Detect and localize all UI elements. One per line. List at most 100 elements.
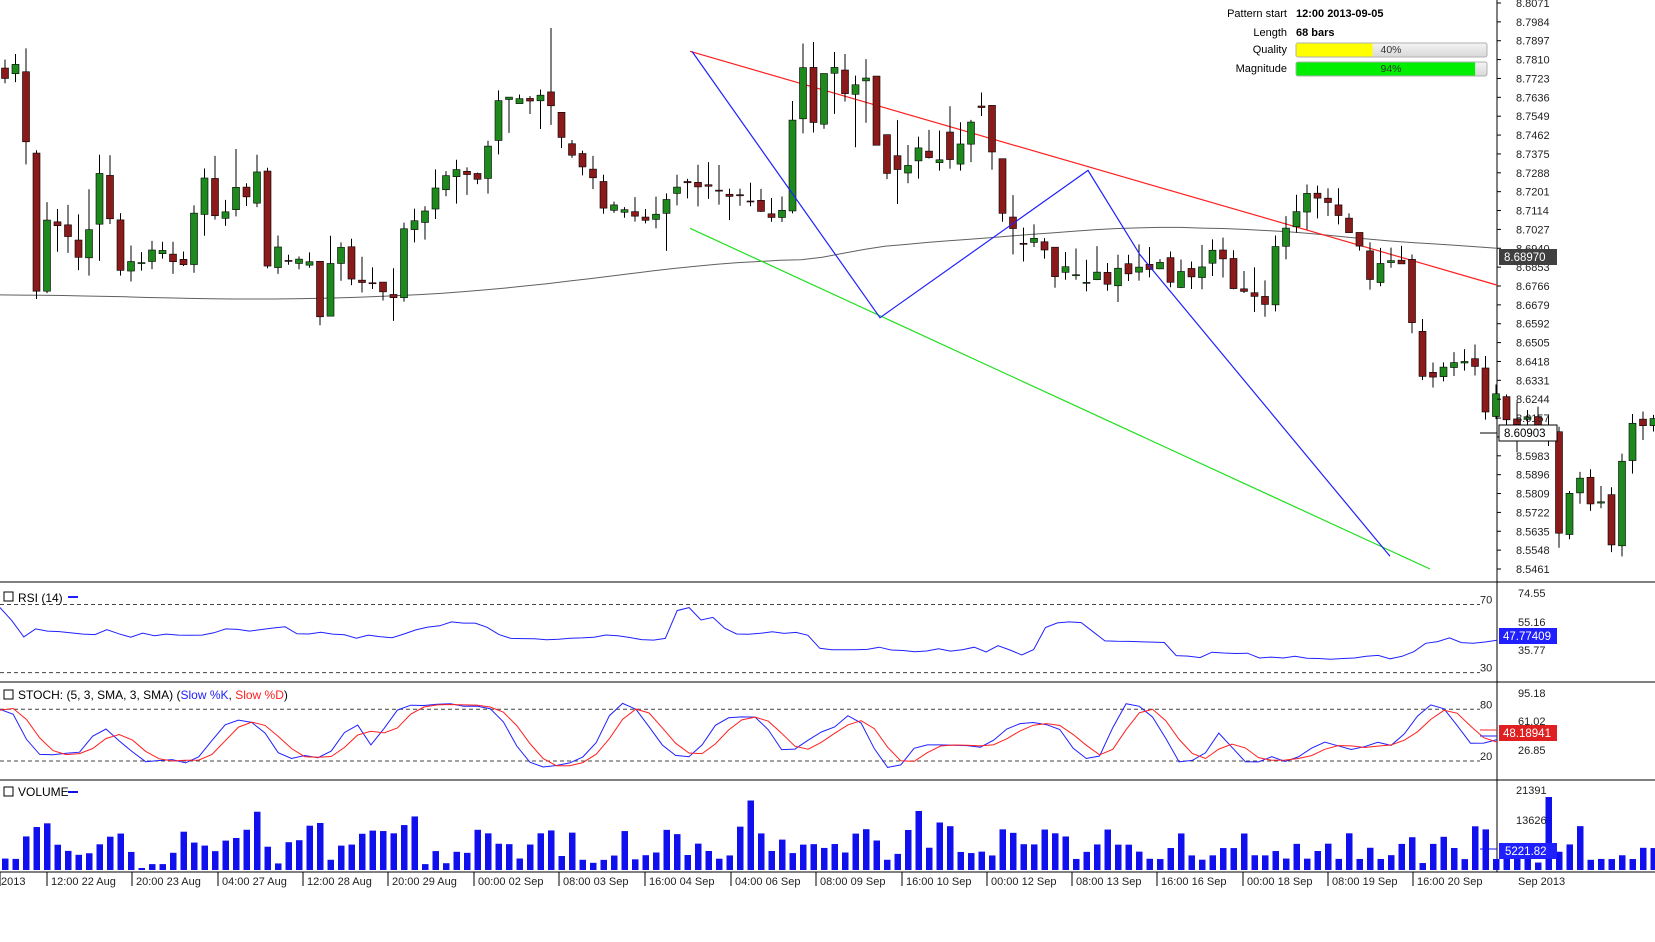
volume-bar bbox=[412, 816, 419, 870]
candle-up bbox=[432, 188, 439, 209]
time-tick-label: 12:00 22 Aug bbox=[51, 876, 116, 888]
volume-bar bbox=[1199, 860, 1206, 870]
volume-bar bbox=[632, 859, 639, 870]
stoch-title: STOCH: (5, 3, SMA, 3, SMA) ( bbox=[18, 688, 180, 702]
volume-bar bbox=[1147, 859, 1154, 870]
volume-bar bbox=[139, 868, 146, 870]
candle-down bbox=[978, 106, 985, 108]
volume-bar bbox=[370, 831, 377, 870]
volume-bar bbox=[590, 863, 597, 870]
rsi-tick-label: 55.16 bbox=[1518, 617, 1546, 629]
volume-bar bbox=[1000, 829, 1007, 870]
price-tick-label: 8.7636 bbox=[1516, 92, 1550, 104]
volume-bar bbox=[338, 846, 345, 870]
volume-bar bbox=[937, 823, 944, 870]
volume-bar bbox=[349, 845, 356, 870]
price-tick-label: 8.7549 bbox=[1516, 111, 1550, 123]
rsi-tick-label: 74.55 bbox=[1518, 588, 1546, 600]
volume-bar bbox=[874, 841, 881, 870]
candle-down bbox=[1241, 289, 1248, 292]
time-tick-label: 16:00 10 Sep bbox=[906, 876, 971, 888]
info-pattern_start_label: Pattern start bbox=[1227, 8, 1287, 20]
candle-down bbox=[873, 76, 880, 145]
candle-down bbox=[54, 222, 61, 226]
last-price-label: 8.60903 bbox=[1504, 428, 1546, 440]
time-tick-label: 16:00 16 Sep bbox=[1161, 876, 1226, 888]
candle-down bbox=[1167, 258, 1174, 283]
volume-bar bbox=[758, 833, 765, 870]
candle-down bbox=[747, 201, 754, 202]
candle-up bbox=[1094, 272, 1101, 280]
candle-down bbox=[212, 178, 219, 215]
volume-bar bbox=[664, 830, 671, 870]
volume-bar bbox=[181, 832, 188, 870]
volume-bar bbox=[790, 853, 797, 870]
volume-bar bbox=[1073, 859, 1080, 870]
rsi-line bbox=[0, 608, 1497, 660]
candle-down bbox=[1503, 397, 1510, 420]
price-tick-label: 8.5635 bbox=[1516, 526, 1550, 538]
volume-bar bbox=[1157, 859, 1164, 870]
candle-down bbox=[170, 254, 177, 262]
time-tick-label: 08:00 19 Sep bbox=[1332, 876, 1397, 888]
volume-bar bbox=[44, 823, 51, 870]
zigzag-line bbox=[692, 51, 1390, 556]
price-tick-label: 8.5983 bbox=[1516, 451, 1550, 463]
stoch-sep: , bbox=[229, 688, 236, 702]
price-tick-label: 8.5896 bbox=[1516, 470, 1550, 482]
price-tick-label: 8.7984 bbox=[1516, 17, 1550, 29]
candle-up bbox=[1083, 282, 1090, 283]
candle-up bbox=[201, 178, 208, 214]
price-tick-label: 8.5461 bbox=[1516, 564, 1550, 576]
volume-bar bbox=[464, 853, 471, 870]
volume-bar bbox=[212, 851, 219, 870]
volume-bar bbox=[1294, 844, 1301, 870]
candle-up bbox=[779, 210, 786, 217]
volume-bar bbox=[1493, 859, 1500, 870]
candle-down bbox=[1052, 247, 1059, 276]
volume-bar bbox=[884, 860, 891, 870]
volume-bar bbox=[86, 853, 93, 870]
candle-down bbox=[1251, 293, 1258, 297]
candle-down bbox=[1409, 259, 1416, 322]
volume-bar bbox=[118, 834, 125, 870]
volume-bar bbox=[1262, 855, 1269, 870]
candle-down bbox=[842, 70, 849, 94]
candle-down bbox=[579, 153, 586, 166]
candle-down bbox=[474, 173, 481, 179]
volume-bar bbox=[958, 852, 965, 870]
candle-up bbox=[1650, 419, 1655, 426]
candle-down bbox=[1230, 258, 1237, 288]
candle-up bbox=[1178, 271, 1185, 287]
volume-bar bbox=[1630, 859, 1637, 870]
price-tick-label: 8.7897 bbox=[1516, 36, 1550, 48]
candle-up bbox=[1577, 478, 1584, 493]
volume-bar bbox=[1105, 830, 1112, 870]
candle-up bbox=[621, 210, 628, 213]
candle-up bbox=[1566, 493, 1573, 534]
candle-down bbox=[23, 72, 30, 142]
volume-bar bbox=[1126, 845, 1133, 870]
volume-bar bbox=[454, 852, 461, 870]
candle-up bbox=[516, 99, 523, 104]
volume-bar bbox=[265, 847, 272, 870]
candle-down bbox=[1041, 242, 1048, 250]
candle-up bbox=[422, 211, 429, 222]
volume-bar bbox=[1483, 829, 1490, 870]
price-tick-label: 8.8071 bbox=[1516, 0, 1550, 10]
volume-bar bbox=[716, 859, 723, 870]
candle-down bbox=[390, 294, 397, 297]
volume-bar bbox=[1168, 848, 1175, 870]
volume-bar bbox=[2, 859, 9, 870]
candle-up bbox=[86, 230, 93, 258]
candle-down bbox=[632, 212, 639, 217]
volume-bar bbox=[1640, 848, 1647, 870]
rsi-tick-label: 35.77 bbox=[1518, 645, 1546, 657]
candle-up bbox=[1598, 502, 1605, 503]
volume-bar bbox=[853, 834, 860, 870]
candle-up bbox=[485, 146, 492, 178]
candle-up bbox=[1209, 250, 1216, 263]
volume-bar bbox=[13, 859, 20, 870]
